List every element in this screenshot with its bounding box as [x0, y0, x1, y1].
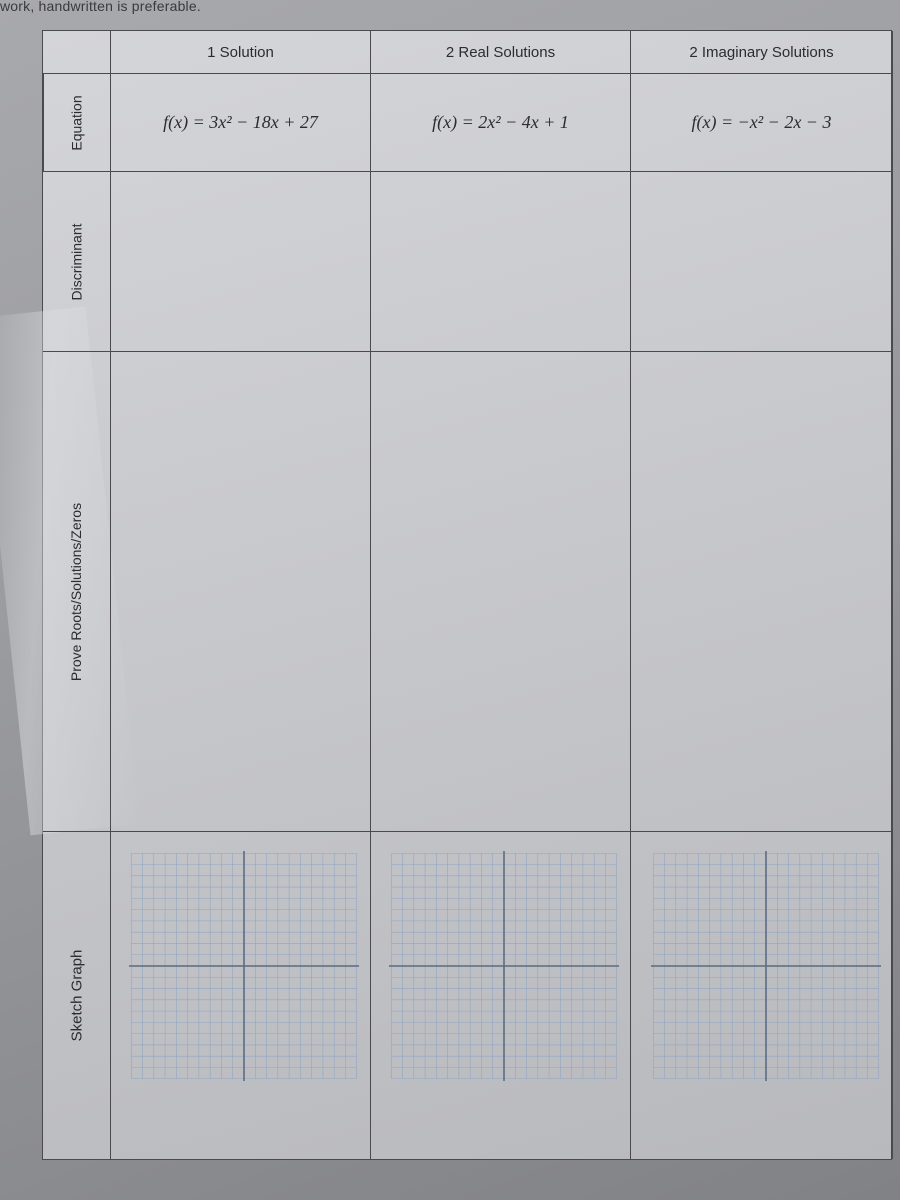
page-header-fragment: work, handwritten is preferable. — [0, 0, 201, 14]
sketch-graph-1 — [129, 851, 359, 1081]
row-label-equation-text: Equation — [69, 95, 85, 150]
col-header: 1 Solution — [111, 31, 370, 73]
row-label-column: Equation Discriminant Prove Roots/Soluti… — [43, 31, 111, 1159]
sketch-graph-3 — [651, 851, 881, 1081]
worksheet-grid: 1 Solution f(x) = 3x² − 18x + 27 2 Real … — [111, 31, 893, 1159]
row-label-discriminant-text: Discriminant — [69, 223, 85, 300]
row-label-blank — [43, 31, 111, 73]
equation-cell: f(x) = 2x² − 4x + 1 — [371, 73, 630, 171]
row-label-prove-text: Prove Roots/Solutions/Zeros — [69, 502, 85, 680]
row-label-equation: Equation — [43, 73, 111, 171]
row-label-sketch-text: Sketch Graph — [68, 950, 85, 1042]
row-label-discriminant: Discriminant — [43, 171, 111, 351]
row-label-sketch: Sketch Graph — [43, 831, 111, 1159]
row-label-prove: Prove Roots/Solutions/Zeros — [43, 351, 111, 831]
equation-cell: f(x) = −x² − 2x − 3 — [631, 73, 892, 171]
col-header: 2 Imaginary Solutions — [631, 31, 892, 73]
sketch-graph-2 — [389, 851, 619, 1081]
equation-cell: f(x) = 3x² − 18x + 27 — [111, 73, 370, 171]
worksheet-table: Equation Discriminant Prove Roots/Soluti… — [42, 30, 892, 1160]
col-header: 2 Real Solutions — [371, 31, 630, 73]
